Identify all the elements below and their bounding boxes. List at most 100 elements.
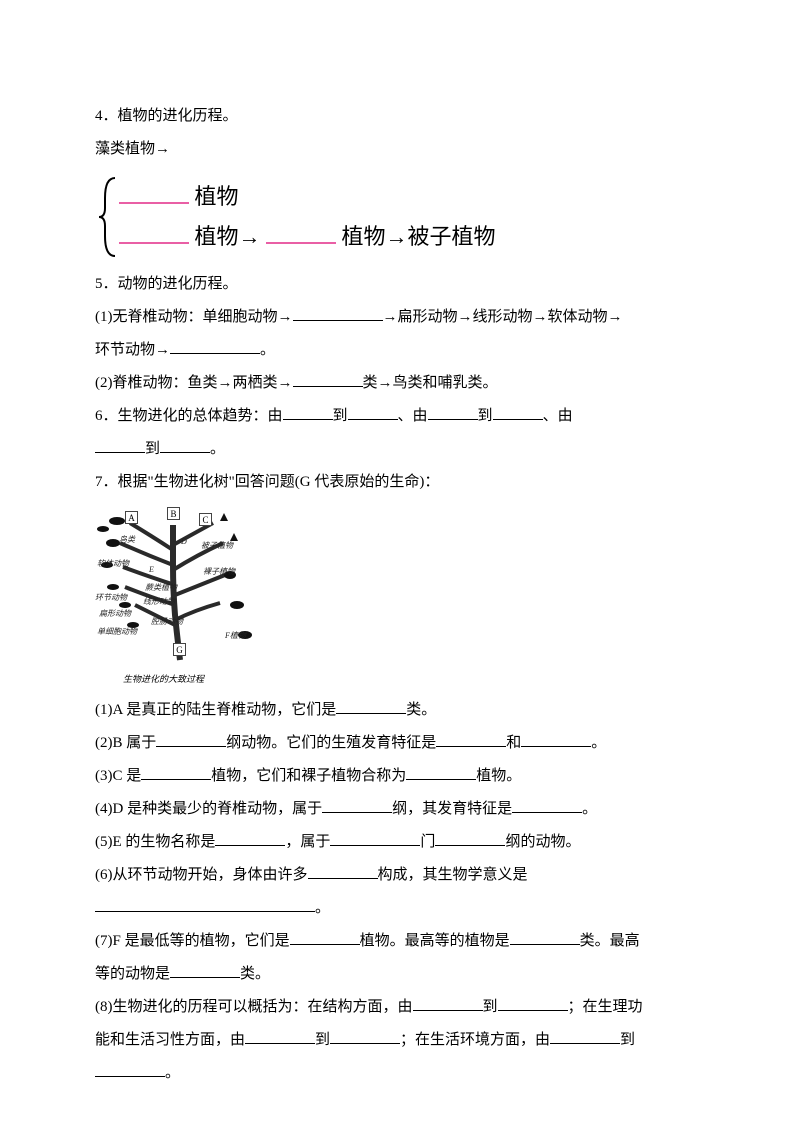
brace-r2-mid2: 植物→被子植物: [342, 224, 496, 249]
blank[interactable]: [436, 732, 506, 747]
q7-title-text: 7．根据"生物进化树"回答问题(G 代表原始的生命)：: [95, 474, 439, 490]
t: 纲，其发育特征是: [392, 801, 512, 817]
blank[interactable]: [406, 765, 476, 780]
q6-c: 、由: [398, 408, 428, 424]
t: 。: [582, 801, 597, 817]
t: (5)E 的生物名称是: [95, 834, 215, 850]
q5-p1-line2: 环节动物→ 。: [95, 334, 699, 367]
q6-g: 。: [210, 441, 225, 457]
q7-p4: (4)D 是种类最少的脊椎动物，属于 纲，其发育特征是 。: [95, 793, 699, 826]
q5-p2a: (2)脊椎动物：鱼类→两栖类→: [95, 375, 293, 391]
tree-label-ruanti: 软体动物: [97, 555, 129, 573]
t: 类。最高: [580, 933, 640, 949]
q7-p3: (3)C 是植物，它们和裸子植物合称为植物。: [95, 760, 699, 793]
t: 等的动物是: [95, 966, 170, 982]
evolution-tree-figure: A B C D E G 鸟类 被子植物 裸子植物 软体动物 蕨类植物 环节动物 …: [95, 505, 265, 670]
blank[interactable]: [308, 864, 378, 879]
blank[interactable]: [95, 438, 145, 453]
blank[interactable]: [330, 1029, 400, 1044]
t: (8)生物进化的历程可以概括为：在结构方面，由: [95, 999, 413, 1015]
q6-f: 到: [145, 441, 160, 457]
blank[interactable]: [550, 1029, 620, 1044]
blank-pink-2[interactable]: [119, 229, 189, 244]
t: 。: [165, 1065, 180, 1081]
q6-b: 到: [333, 408, 348, 424]
blank[interactable]: [293, 306, 383, 321]
blank[interactable]: [293, 372, 363, 387]
brace-row-1: 植物: [119, 177, 496, 217]
t: 植物，它们和裸子植物合称为: [211, 768, 406, 784]
t: (1)A 是真正的陆生脊椎动物，它们是: [95, 702, 336, 718]
blank[interactable]: [156, 732, 226, 747]
blank[interactable]: [322, 798, 392, 813]
q6-d: 到: [478, 408, 493, 424]
tree-label-beizi: 被子植物: [201, 537, 233, 555]
q7-p7-line2: 等的动物是 类。: [95, 958, 699, 991]
blank-pink-1[interactable]: [119, 189, 189, 204]
blank[interactable]: [290, 930, 360, 945]
t: (7)F 是最低等的植物，它们是: [95, 933, 290, 949]
blank[interactable]: [428, 405, 478, 420]
t: 类。: [406, 702, 436, 718]
q4-title: 4．植物的进化历程。: [95, 100, 699, 133]
blank[interactable]: [336, 699, 406, 714]
tree-box-A: A: [125, 511, 138, 524]
q5-p1b: →扁形动物→线形动物→软体动物→: [383, 309, 623, 325]
blank[interactable]: [160, 438, 210, 453]
blank[interactable]: [170, 339, 260, 354]
tree-label-xianxing: 线形动物: [143, 593, 175, 611]
t: 纲的动物。: [505, 834, 580, 850]
blank[interactable]: [283, 405, 333, 420]
q5-title-text: 5．动物的进化历程。: [95, 276, 238, 292]
blank[interactable]: [348, 405, 398, 420]
q5-p1d: 。: [260, 342, 275, 358]
t: (4)D 是种类最少的脊椎动物，属于: [95, 801, 322, 817]
q7-p8-line2: 能和生活习性方面，由到；在生活环境方面，由到: [95, 1024, 699, 1057]
blank[interactable]: [170, 963, 240, 978]
blank[interactable]: [95, 1062, 165, 1077]
t: ，属于: [285, 834, 330, 850]
blank[interactable]: [498, 996, 568, 1011]
t: 门: [420, 834, 435, 850]
blank-pink-3[interactable]: [266, 229, 336, 244]
blank[interactable]: [141, 765, 211, 780]
tree-label-bianxing: 扁形动物: [99, 605, 131, 623]
q7-p8-line3: 。: [95, 1057, 699, 1090]
t: (6)从环节动物开始，身体由许多: [95, 867, 308, 883]
q6-e: 、由: [543, 408, 573, 424]
q4-title-text: 4．植物的进化历程。: [95, 108, 238, 124]
q7-p6-line2: 。: [95, 892, 699, 925]
t: ；在生理功: [568, 999, 643, 1015]
tree-label-F: F植物: [225, 627, 246, 645]
tree-label-luozi: 裸子植物: [203, 563, 235, 581]
t: 。: [315, 900, 330, 916]
q7-p6-line1: (6)从环节动物开始，身体由许多 构成，其生物学意义是: [95, 859, 699, 892]
q5-p2b: 类→鸟类和哺乳类。: [363, 375, 498, 391]
q5-p1c: 环节动物→: [95, 342, 170, 358]
q7-p8-line1: (8)生物进化的历程可以概括为：在结构方面，由 到 ；在生理功: [95, 991, 699, 1024]
blank[interactable]: [512, 798, 582, 813]
blank[interactable]: [413, 996, 483, 1011]
brace-content: 植物 植物→ 植物→被子植物: [119, 177, 496, 256]
brace-r2-mid1: 植物→: [195, 224, 261, 249]
tree-box-G: G: [173, 643, 186, 656]
blank[interactable]: [435, 831, 505, 846]
blank[interactable]: [215, 831, 285, 846]
blank[interactable]: [510, 930, 580, 945]
blank[interactable]: [493, 405, 543, 420]
blank[interactable]: [330, 831, 420, 846]
t: 到: [483, 999, 498, 1015]
t: 类。: [240, 966, 270, 982]
blank[interactable]: [521, 732, 591, 747]
q5-p1a: (1)无脊椎动物：单细胞动物→: [95, 309, 293, 325]
brace-row-2: 植物→ 植物→被子植物: [119, 217, 496, 257]
tree-label-E: E: [149, 561, 154, 579]
blank[interactable]: [95, 897, 315, 912]
q7-p7-line1: (7)F 是最低等的植物，它们是植物。最高等的植物是类。最高: [95, 925, 699, 958]
t: 构成，其生物学意义是: [378, 867, 528, 883]
t: 到: [315, 1032, 330, 1048]
q4-brace-diagram: 植物 植物→ 植物→被子植物: [95, 174, 699, 260]
blank[interactable]: [245, 1029, 315, 1044]
q7-p2: (2)B 属于纲动物。它们的生殖发育特征是和。: [95, 727, 699, 760]
q4-line2: 藻类植物→: [95, 133, 699, 166]
